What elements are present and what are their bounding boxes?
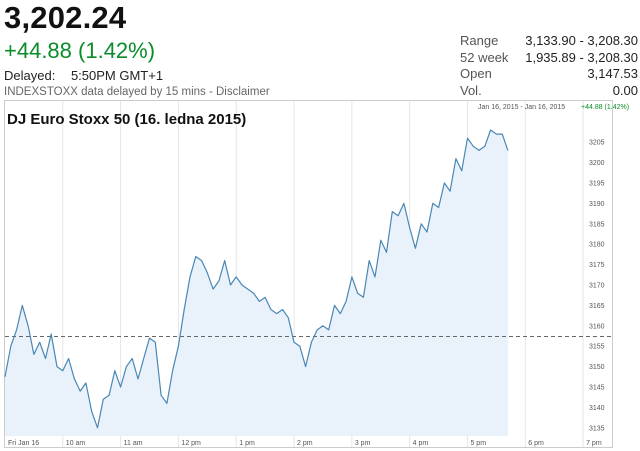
price-area-fill — [5, 130, 508, 436]
y-tick-label: 3155 — [589, 344, 605, 351]
y-tick-label: 3150 — [589, 364, 605, 371]
stat-label: 52 week — [460, 49, 509, 65]
x-tick-label: 7 pm — [586, 440, 602, 447]
y-tick-label: 3180 — [589, 242, 605, 249]
price-line[interactable] — [4, 129, 509, 429]
y-tick-label: 3200 — [589, 160, 605, 167]
chart-header-range: Jan 16, 2015 - Jan 16, 2015 — [478, 104, 565, 111]
x-tick-label: 2 pm — [297, 440, 313, 447]
stat-row-open: Open 3,147.53 — [460, 66, 638, 83]
y-tick-label: 3190 — [589, 201, 605, 208]
stat-row-52week: 52 week 1,935.89 - 3,208.30 — [460, 50, 638, 67]
stats-panel: Range 3,133.90 - 3,208.30 52 week 1,935.… — [460, 33, 638, 99]
stat-value: 3,133.90 - 3,208.30 — [525, 33, 638, 48]
chart-svg[interactable]: 3135 3140 3145 3150 3155 3160 3165 3170 3175 3180… — [0, 100, 640, 451]
y-tick-label: 3140 — [589, 405, 605, 412]
x-tick-label: 6 pm — [528, 440, 544, 447]
delayed-info: Delayed: 5:50PM GMT+1 — [4, 68, 163, 83]
stat-value: 3,147.53 — [587, 66, 638, 81]
y-tick-label: 3165 — [589, 303, 605, 310]
y-tick-label: 3175 — [589, 262, 605, 269]
x-tick-label: Fri Jan 16 — [8, 440, 39, 447]
chart-frame — [4, 100, 613, 448]
stat-label: Range — [460, 33, 499, 48]
y-tick-label: 3195 — [589, 181, 605, 188]
quote-price: 3,202.24 — [4, 0, 127, 35]
stat-label: Vol. — [460, 82, 482, 98]
stat-label: Open — [460, 66, 492, 81]
quote-change: +44.88 (1.42%) — [4, 38, 156, 63]
stat-row-volume: Vol. 0.00 — [460, 83, 638, 100]
y-tick-label: 3170 — [589, 283, 605, 290]
disclaimer-text: INDEXSTOXX data delayed by 15 mins - Dis… — [4, 86, 270, 98]
x-tick-label: 3 pm — [355, 440, 371, 447]
stat-row-range: Range 3,133.90 - 3,208.30 — [460, 33, 638, 50]
y-tick-label: 3205 — [589, 140, 605, 147]
stat-value: 0.00 — [612, 82, 638, 98]
x-tick-label: 4 pm — [413, 440, 429, 447]
y-tick-label: 3145 — [589, 385, 605, 392]
y-tick-label: 3135 — [589, 425, 605, 432]
x-tick-label: 5 pm — [470, 440, 486, 447]
x-tick-label: 1 pm — [239, 440, 255, 447]
x-tick-label: 11 am — [124, 440, 143, 447]
chart-header-change: +44.88 (1.42%) — [581, 104, 629, 111]
x-tick-label: 12 pm — [181, 440, 201, 447]
price-chart[interactable]: 3135 3140 3145 3150 3155 3160 3165 3170 3175 3180… — [0, 100, 640, 451]
delayed-label: Delayed: — [4, 68, 56, 83]
y-tick-label: 3185 — [589, 221, 605, 228]
y-tick-label: 3160 — [589, 323, 605, 330]
stat-value: 1,935.89 - 3,208.30 — [525, 49, 638, 65]
delayed-time: 5:50PM GMT+1 — [70, 68, 164, 83]
chart-title: DJ Euro Stoxx 50 (16. ledna 2015) — [7, 111, 246, 128]
x-tick-label: 10 am — [66, 440, 86, 447]
